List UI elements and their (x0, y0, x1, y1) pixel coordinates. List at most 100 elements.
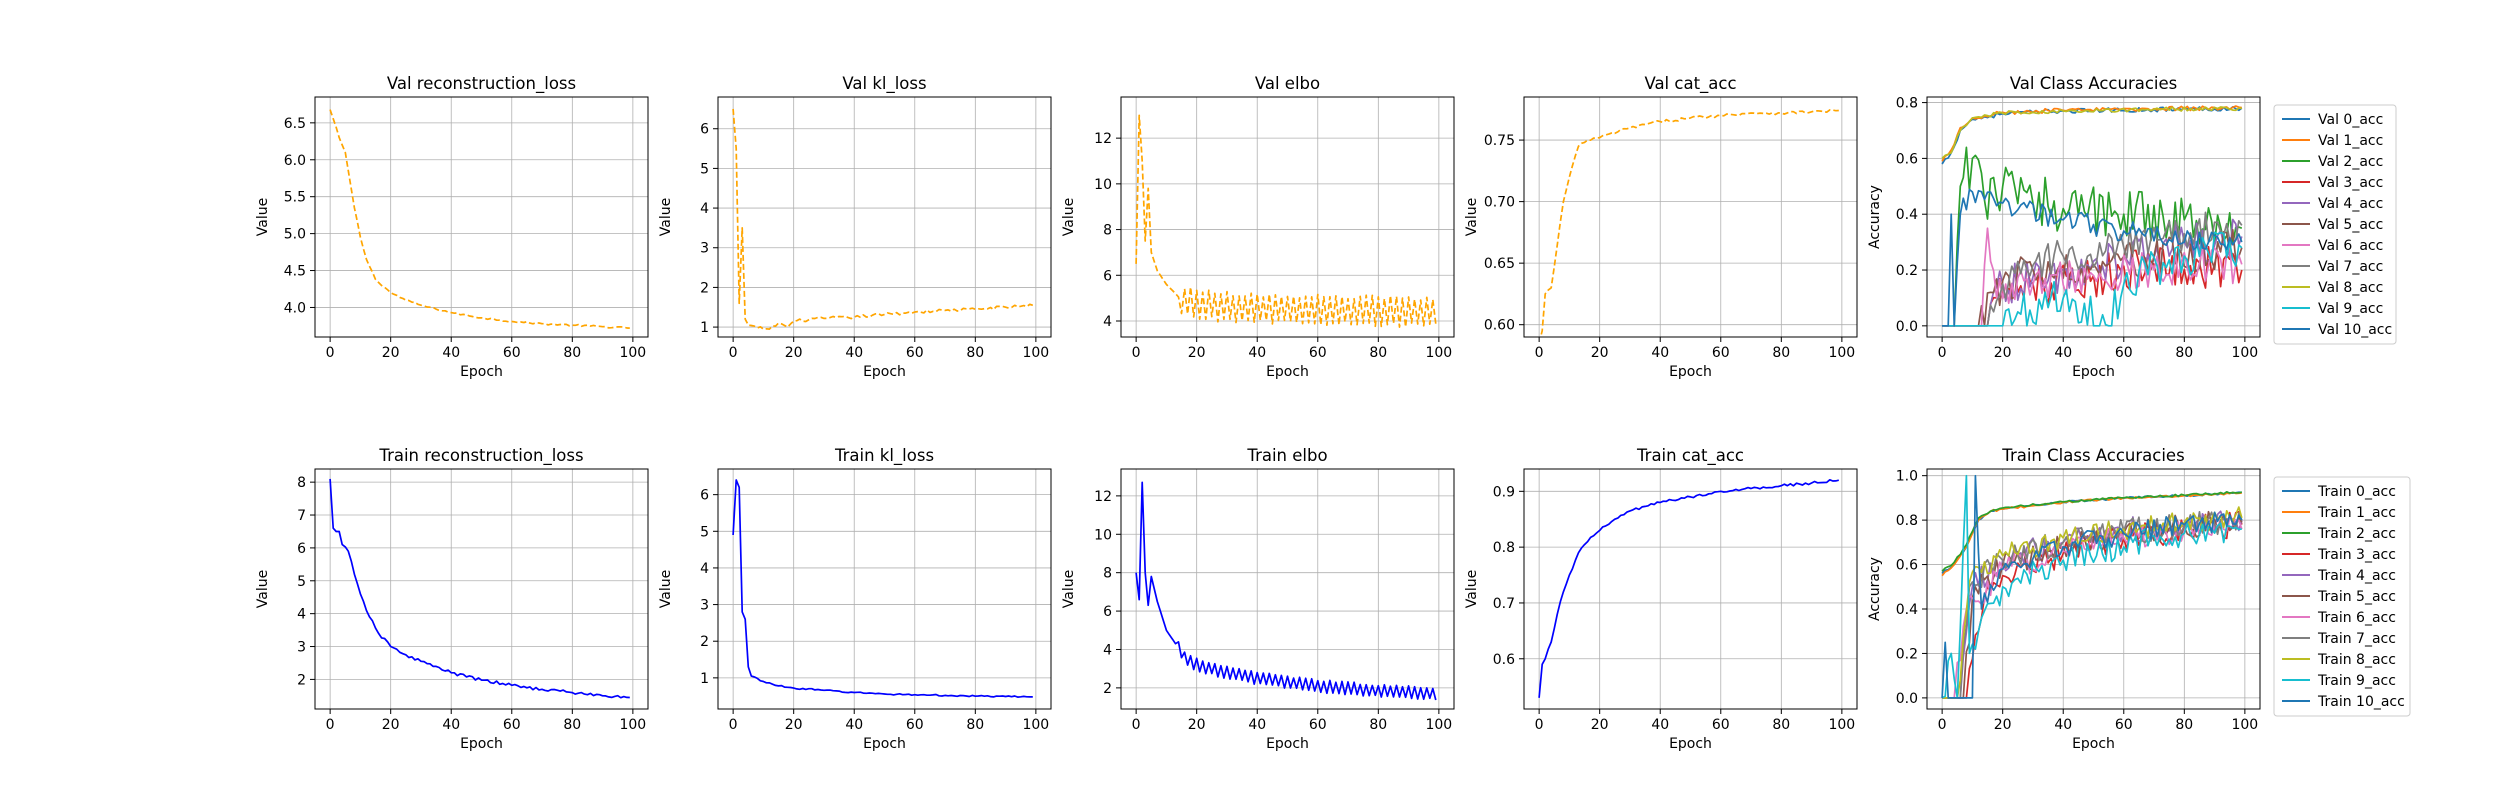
y-tick-label: 1.0 (1896, 469, 1918, 485)
y-axis-label: Value (1061, 198, 1077, 236)
y-tick-label: 6.0 (284, 153, 306, 169)
axes-frame (1926, 468, 2261, 710)
y-axis-label: Value (658, 198, 674, 236)
axes-frame (717, 96, 1052, 338)
series-line-val-6_acc (1942, 227, 2243, 327)
x-axis-label: Epoch (1266, 364, 1309, 380)
y-axis-label: Accuracy (1867, 185, 1883, 249)
x-tick-label: 80 (1772, 345, 1790, 361)
series-line-val-9_acc (1942, 231, 2243, 327)
y-tick-label: 4.0 (284, 300, 306, 316)
y-tick-label: 4 (297, 607, 306, 623)
axes-frame (717, 468, 1052, 710)
legend-entry: Train 10_acc (2317, 694, 2405, 710)
x-tick-label: 0 (1938, 717, 1947, 733)
chart-title: Val elbo (1255, 74, 1320, 93)
legend-entry: Train 4_acc (2317, 568, 2396, 584)
x-tick-label: 0 (1132, 345, 1141, 361)
legend-entry: Train 9_acc (2317, 673, 2396, 689)
y-axis-label: Accuracy (1867, 557, 1883, 621)
chart-title: Train Class Accuracies (2001, 446, 2184, 465)
x-tick-label: 100 (619, 717, 646, 733)
x-tick-label: 60 (1309, 717, 1327, 733)
y-axis-label: Value (1464, 198, 1480, 236)
legend-entry: Train 0_acc (2317, 484, 2396, 500)
legend-entry: Val 3_acc (2318, 175, 2383, 191)
x-tick-label: 0 (1132, 717, 1141, 733)
x-tick-label: 60 (2115, 717, 2133, 733)
y-tick-label: 0.4 (1896, 207, 1918, 223)
x-tick-label: 100 (1828, 717, 1855, 733)
x-tick-label: 60 (1712, 717, 1730, 733)
y-tick-label: 5 (297, 574, 306, 590)
y-tick-label: 12 (1094, 489, 1112, 505)
series-group (1538, 478, 1839, 698)
series-line-val-10_acc (1942, 188, 2243, 327)
y-tick-label: 2 (700, 280, 709, 296)
x-axis-label: Epoch (863, 364, 906, 380)
x-tick-label: 100 (2231, 717, 2258, 733)
x-tick-label: 40 (442, 717, 460, 733)
y-tick-label: 12 (1094, 131, 1112, 147)
x-tick-label: 80 (1369, 345, 1387, 361)
series-line-val-cat-acc (1539, 109, 1839, 337)
y-tick-label: 0.75 (1484, 133, 1515, 149)
y-tick-label: 4 (1103, 642, 1112, 658)
series-group (732, 479, 1033, 698)
y-tick-label: 0.6 (1896, 558, 1918, 574)
x-tick-label: 80 (2175, 717, 2193, 733)
series-group (1941, 105, 2243, 327)
y-tick-label: 6 (700, 122, 709, 138)
y-tick-label: 5.0 (284, 227, 306, 243)
y-tick-label: 6 (1103, 604, 1112, 620)
chart-panel-train-reconstruction-loss: 0 20 40 60 80 100 2 3 4 5 6 7 8 Train reconstruction_… (255, 446, 649, 752)
y-axis-label: Value (1464, 570, 1480, 608)
y-tick-label: 0.6 (1896, 151, 1918, 167)
x-tick-label: 0 (1535, 717, 1544, 733)
legend-entry: Val 10_acc (2318, 322, 2392, 338)
y-tick-label: 0.8 (1896, 96, 1918, 112)
legend-entry: Val 1_acc (2318, 133, 2383, 149)
legend-entry: Train 2_acc (2317, 526, 2396, 542)
legend-entry: Val 7_acc (2318, 259, 2383, 275)
chart-panel-val-kl-loss: 0 20 40 60 80 100 1 2 3 4 5 6 Val kl_loss Epoch Value (658, 74, 1052, 380)
y-tick-label: 4.5 (284, 264, 306, 280)
x-tick-label: 20 (1994, 345, 2012, 361)
y-tick-label: 4 (700, 201, 709, 217)
chart-panel-train-kl-loss: 0 20 40 60 80 100 1 2 3 4 5 6 Train kl_loss Epoch Valu… (658, 446, 1052, 752)
legend: Train 0_acc Train 1_acc Train 2_acc Train 3… (2273, 476, 2411, 717)
x-tick-label: 100 (2231, 345, 2258, 361)
y-tick-label: 10 (1094, 177, 1112, 193)
x-tick-label: 40 (442, 345, 460, 361)
y-axis-label: Value (658, 570, 674, 608)
series-line-train-cat-acc (1538, 478, 1839, 698)
series-line-val-reconstruction-loss (329, 109, 630, 329)
x-tick-label: 20 (1188, 345, 1206, 361)
series-group (1135, 114, 1437, 328)
y-tick-label: 8 (297, 475, 306, 491)
y-tick-label: 0.2 (1896, 263, 1918, 279)
series-line-train-2_acc (1941, 490, 2243, 572)
grid (718, 97, 1051, 337)
x-axis-label: Epoch (863, 736, 906, 752)
chart-panel-train-class-accuracies: 0 20 40 60 80 100 0.0 0.2 0.4 0.6 0.8 1.0 Train Clas… (1867, 446, 2411, 752)
series-line-train-kl-loss (732, 479, 1033, 698)
x-tick-label: 80 (563, 717, 581, 733)
y-tick-label: 0.4 (1896, 602, 1918, 618)
legend-entry: Train 1_acc (2317, 505, 2396, 521)
x-tick-label: 20 (1591, 717, 1609, 733)
legend-entry: Val 9_acc (2318, 301, 2383, 317)
chart-title: Train kl_loss (834, 446, 934, 466)
legend-box (2273, 104, 2397, 345)
y-tick-label: 0.0 (1896, 691, 1918, 707)
series-group (732, 108, 1034, 331)
x-tick-label: 40 (2054, 717, 2072, 733)
y-tick-label: 2 (297, 672, 306, 688)
series-group (1539, 109, 1839, 337)
series-line-val-8_acc (1941, 106, 2242, 160)
chart-title: Train cat_acc (1636, 446, 1744, 466)
x-tick-label: 0 (1535, 345, 1544, 361)
x-tick-label: 20 (1591, 345, 1609, 361)
legend-box (2273, 476, 2411, 717)
